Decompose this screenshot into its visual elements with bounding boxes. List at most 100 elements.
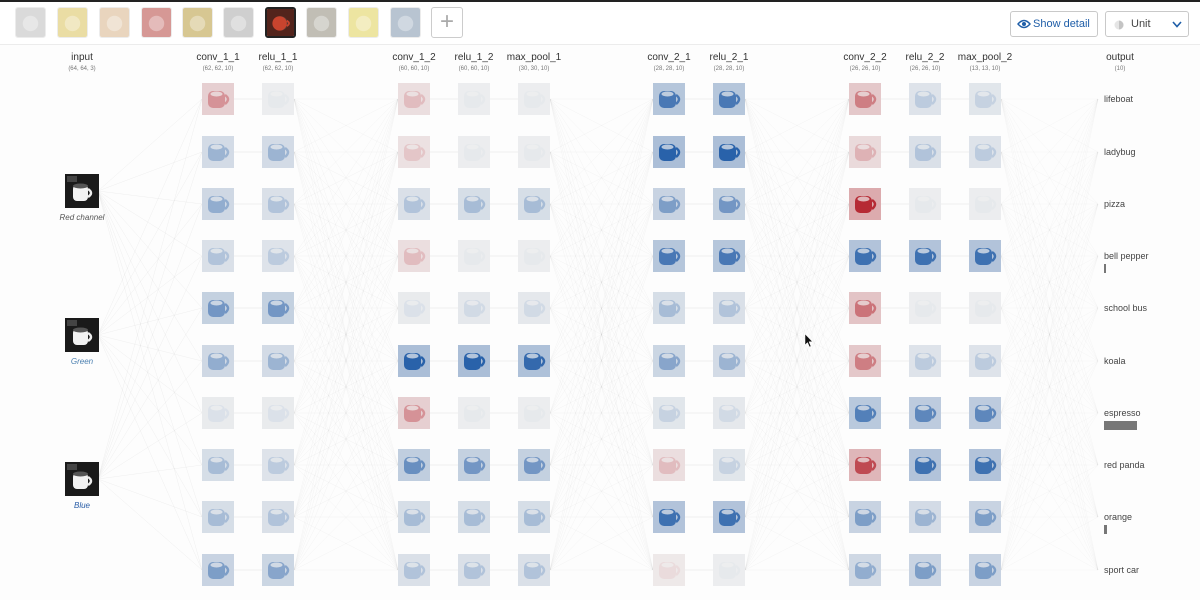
activation-map-relu-1-1-2[interactable] (262, 136, 294, 168)
activation-map-conv-2-1-1[interactable] (653, 83, 685, 115)
activation-map-max-pool-2-5[interactable] (969, 292, 1001, 324)
output-class-pizza[interactable]: pizza (1104, 199, 1126, 209)
activation-map-relu-1-1-3[interactable] (262, 188, 294, 220)
activation-map-conv-1-1-10[interactable] (202, 554, 234, 586)
image-thumbnail-4[interactable] (141, 7, 172, 38)
activation-map-relu-2-2-1[interactable] (909, 83, 941, 115)
activation-map-conv-2-2-1[interactable] (849, 83, 881, 115)
activation-map-relu-2-2-5[interactable] (909, 292, 941, 324)
activation-map-relu-1-2-10[interactable] (458, 554, 490, 586)
activation-map-relu-2-2-4[interactable] (909, 240, 941, 272)
activation-map-relu-2-2-7[interactable] (909, 397, 941, 429)
image-thumbnail-8[interactable] (306, 7, 337, 38)
activation-map-max-pool-2-9[interactable] (969, 501, 1001, 533)
activation-map-conv-1-1-9[interactable] (202, 501, 234, 533)
activation-map-conv-2-1-4[interactable] (653, 240, 685, 272)
activation-map-conv-1-2-10[interactable] (398, 554, 430, 586)
activation-map-relu-2-2-2[interactable] (909, 136, 941, 168)
output-class-bell-pepper[interactable]: bell pepper (1104, 251, 1149, 261)
activation-map-conv-2-2-7[interactable] (849, 397, 881, 429)
output-class-sport-car[interactable]: sport car (1104, 565, 1140, 575)
activation-map-max-pool-1-10[interactable] (518, 554, 550, 586)
activation-map-conv-2-2-3[interactable] (849, 188, 881, 220)
output-class-red-panda[interactable]: red panda (1104, 460, 1145, 470)
activation-map-max-pool-1-1[interactable] (518, 83, 550, 115)
activation-map-relu-2-1-5[interactable] (713, 292, 745, 324)
output-class-koala[interactable]: koala (1104, 356, 1126, 366)
activation-map-conv-2-2-6[interactable] (849, 345, 881, 377)
activation-map-conv-1-2-2[interactable] (398, 136, 430, 168)
activation-map-relu-1-2-7[interactable] (458, 397, 490, 429)
image-thumbnail-2[interactable] (57, 7, 88, 38)
activation-map-relu-2-2-8[interactable] (909, 449, 941, 481)
activation-map-conv-2-1-5[interactable] (653, 292, 685, 324)
activation-map-relu-2-1-2[interactable] (713, 136, 745, 168)
activation-map-conv-2-2-4[interactable] (849, 240, 881, 272)
image-thumbnail-10[interactable] (390, 7, 421, 38)
activation-map-max-pool-1-2[interactable] (518, 136, 550, 168)
activation-map-relu-2-1-7[interactable] (713, 397, 745, 429)
activation-map-conv-1-1-4[interactable] (202, 240, 234, 272)
activation-map-relu-1-1-4[interactable] (262, 240, 294, 272)
activation-map-conv-1-2-5[interactable] (398, 292, 430, 324)
activation-map-relu-2-2-6[interactable] (909, 345, 941, 377)
activation-map-relu-2-2-10[interactable] (909, 554, 941, 586)
activation-map-conv-2-2-10[interactable] (849, 554, 881, 586)
activation-map-relu-1-1-10[interactable] (262, 554, 294, 586)
activation-map-max-pool-2-10[interactable] (969, 554, 1001, 586)
activation-map-relu-1-2-5[interactable] (458, 292, 490, 324)
activation-map-relu-2-2-9[interactable] (909, 501, 941, 533)
activation-map-max-pool-2-2[interactable] (969, 136, 1001, 168)
unit-dropdown[interactable]: Unit (1105, 11, 1189, 37)
activation-map-max-pool-1-9[interactable] (518, 501, 550, 533)
image-thumbnail-5[interactable] (182, 7, 213, 38)
activation-map-relu-1-1-1[interactable] (262, 83, 294, 115)
activation-map-conv-2-1-9[interactable] (653, 501, 685, 533)
show-detail-button[interactable]: Show detail (1010, 11, 1098, 37)
activation-map-relu-1-1-8[interactable] (262, 449, 294, 481)
activation-map-max-pool-1-4[interactable] (518, 240, 550, 272)
activation-map-conv-1-1-6[interactable] (202, 345, 234, 377)
activation-map-relu-2-2-3[interactable] (909, 188, 941, 220)
image-thumbnail-7[interactable] (265, 7, 296, 38)
activation-map-relu-2-1-6[interactable] (713, 345, 745, 377)
activation-map-max-pool-2-3[interactable] (969, 188, 1001, 220)
activation-map-relu-1-2-9[interactable] (458, 501, 490, 533)
activation-map-relu-1-2-1[interactable] (458, 83, 490, 115)
activation-map-relu-2-1-10[interactable] (713, 554, 745, 586)
activation-map-conv-1-1-5[interactable] (202, 292, 234, 324)
activation-map-conv-1-1-8[interactable] (202, 449, 234, 481)
activation-map-max-pool-1-5[interactable] (518, 292, 550, 324)
activation-map-relu-2-1-4[interactable] (713, 240, 745, 272)
activation-map-max-pool-1-8[interactable] (518, 449, 550, 481)
activation-map-relu-2-1-1[interactable] (713, 83, 745, 115)
activation-map-conv-1-2-1[interactable] (398, 83, 430, 115)
activation-map-max-pool-2-1[interactable] (969, 83, 1001, 115)
activation-map-conv-1-1-2[interactable] (202, 136, 234, 168)
activation-map-max-pool-2-4[interactable] (969, 240, 1001, 272)
input-channel-image-3[interactable] (65, 462, 99, 496)
activation-map-relu-1-1-9[interactable] (262, 501, 294, 533)
activation-map-conv-2-1-6[interactable] (653, 345, 685, 377)
activation-map-max-pool-2-6[interactable] (969, 345, 1001, 377)
activation-map-max-pool-2-8[interactable] (969, 449, 1001, 481)
activation-map-relu-1-1-5[interactable] (262, 292, 294, 324)
activation-map-conv-1-2-3[interactable] (398, 188, 430, 220)
image-thumbnail-1[interactable] (15, 7, 46, 38)
activation-map-conv-2-1-10[interactable] (653, 554, 685, 586)
activation-map-relu-1-2-2[interactable] (458, 136, 490, 168)
activation-map-max-pool-2-7[interactable] (969, 397, 1001, 429)
image-thumbnail-3[interactable] (99, 7, 130, 38)
activation-map-max-pool-1-6[interactable] (518, 345, 550, 377)
activation-map-relu-2-1-9[interactable] (713, 501, 745, 533)
output-class-ladybug[interactable]: ladybug (1104, 147, 1136, 157)
activation-map-relu-1-2-8[interactable] (458, 449, 490, 481)
output-class-orange[interactable]: orange (1104, 512, 1133, 522)
activation-map-conv-2-1-2[interactable] (653, 136, 685, 168)
activation-map-conv-2-1-8[interactable] (653, 449, 685, 481)
activation-map-relu-1-2-3[interactable] (458, 188, 490, 220)
activation-map-conv-2-2-2[interactable] (849, 136, 881, 168)
activation-map-max-pool-1-3[interactable] (518, 188, 550, 220)
activation-map-conv-2-1-7[interactable] (653, 397, 685, 429)
output-class-espresso[interactable]: espresso (1104, 408, 1141, 418)
